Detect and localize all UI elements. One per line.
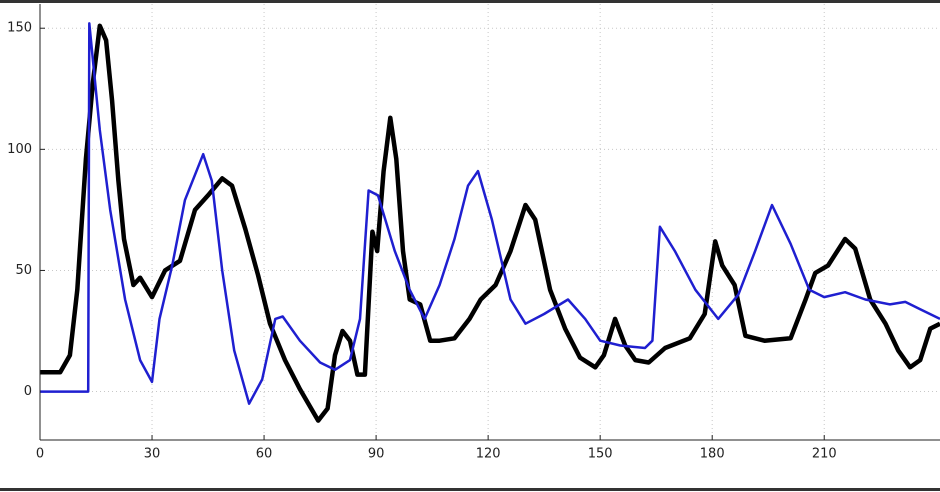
x-tick-label: 30 bbox=[144, 447, 161, 462]
y-tick-label: 100 bbox=[7, 142, 32, 157]
x-tick-label: 0 bbox=[36, 447, 44, 462]
x-tick-label: 150 bbox=[588, 447, 613, 462]
y-tick-label: 150 bbox=[7, 21, 32, 36]
x-tick-label: 120 bbox=[476, 447, 501, 462]
x-tick-label: 180 bbox=[700, 447, 725, 462]
y-tick-label: 0 bbox=[24, 384, 32, 399]
x-tick-label: 210 bbox=[812, 447, 837, 462]
tick-labels: 0 50 100 150 0 30 60 90 120 150 180 210 bbox=[7, 21, 836, 462]
plot-area bbox=[40, 22, 940, 423]
x-tick-label: 90 bbox=[368, 447, 385, 462]
x-tick-label: 60 bbox=[256, 447, 273, 462]
y-tick-label: 50 bbox=[15, 263, 32, 278]
series-line bbox=[40, 22, 940, 405]
series-line bbox=[40, 23, 940, 423]
